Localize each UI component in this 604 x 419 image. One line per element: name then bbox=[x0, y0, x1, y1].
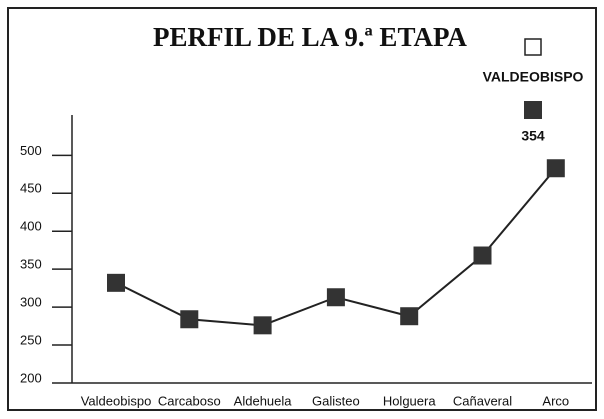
y-tick-label: 400 bbox=[20, 219, 42, 234]
y-tick-label: 500 bbox=[20, 143, 42, 158]
y-tick-label: 300 bbox=[20, 295, 42, 310]
x-tick-label: Galisteo bbox=[312, 393, 360, 408]
marker bbox=[473, 246, 492, 265]
x-tick-label: Arco bbox=[542, 393, 569, 408]
x-tick-label: Valdeobispo bbox=[81, 393, 152, 408]
y-tick-label: 200 bbox=[20, 370, 42, 385]
marker-icon-empty bbox=[524, 38, 542, 56]
marker bbox=[180, 310, 199, 329]
marker bbox=[326, 288, 345, 307]
annotation: 354 bbox=[521, 128, 545, 144]
y-tick-label: 450 bbox=[20, 181, 42, 196]
marker bbox=[253, 316, 272, 335]
x-tick-label: Holguera bbox=[383, 393, 437, 408]
chart-title: PERFIL DE LA 9.ª ETAPA bbox=[153, 22, 467, 52]
y-tick-label: 350 bbox=[20, 257, 42, 272]
marker bbox=[546, 159, 565, 178]
x-tick-label: Carcaboso bbox=[158, 393, 221, 408]
marker bbox=[107, 273, 125, 292]
annotation: VALDEOBISPO bbox=[483, 69, 584, 85]
y-tick-label: 250 bbox=[20, 332, 42, 347]
x-tick-label: Cañaveral bbox=[453, 393, 512, 408]
x-tick-label: Aldehuela bbox=[234, 393, 293, 408]
marker bbox=[400, 307, 419, 326]
marker-icon-filled bbox=[524, 101, 542, 119]
frame bbox=[7, 7, 597, 411]
